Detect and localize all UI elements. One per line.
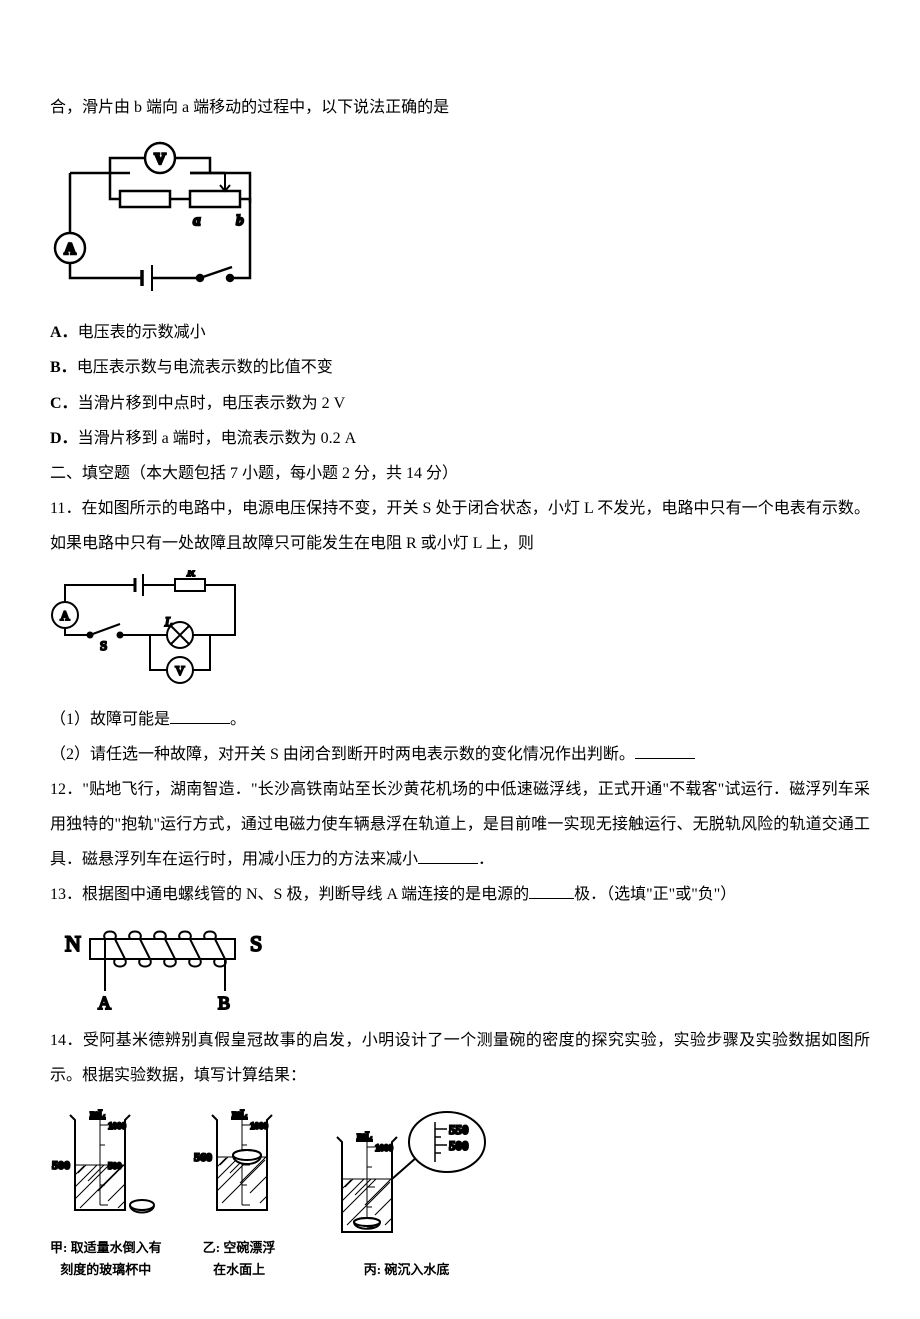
fill-blank: [170, 708, 230, 724]
svg-text:1000: 1000: [250, 1121, 269, 1131]
q10-option-c: C．当滑片移到中点时，电压表示数为 2 V: [50, 386, 870, 421]
q10-opt-a-text: 电压表的示数减小: [78, 324, 206, 341]
svg-text:S: S: [250, 931, 262, 956]
svg-text:a: a: [193, 213, 201, 229]
svg-text:b: b: [236, 213, 244, 229]
q10-stem: 合，滑片由 b 端向 a 端移动的过程中，以下说法正确的是: [50, 90, 870, 125]
beaker-bing: mL 1000 550 500 丙: 碗沉入水底: [317, 1107, 497, 1279]
q10-opt-c-text: 当滑片移到中点时，电压表示数为 2 V: [78, 395, 346, 412]
q10-opt-b-text: 电压表示数与电流表示数的比值不变: [77, 359, 333, 376]
beaker-yi-cap2: 在水面上: [192, 1261, 287, 1279]
fill-blank: [529, 883, 574, 899]
q11-sub1-pre: （1）故障可能是: [50, 711, 170, 728]
beaker-yi-cap1: 乙: 空碗漂浮: [192, 1239, 287, 1257]
beaker-bing-cap: 丙: 碗沉入水底: [317, 1261, 497, 1279]
q10-option-a: A．电压表的示数减小: [50, 315, 870, 350]
q10-option-b: B．电压表示数与电流表示数的比值不变: [50, 350, 870, 385]
q14-beaker-row: mL 1000 500 500 甲: 取适量水倒入有 刻度的玻璃杯中: [50, 1105, 870, 1279]
svg-text:S: S: [100, 638, 107, 653]
svg-text:500: 500: [449, 1138, 469, 1153]
svg-text:V: V: [175, 663, 185, 678]
q14-text: 14．受阿基米德辨别真假皇冠故事的启发，小明设计了一个测量碗的密度的探究实验，实…: [50, 1023, 870, 1093]
q13-text: 13．根据图中通电螺线管的 N、S 极，判断导线 A 端连接的是电源的 极．（选填…: [50, 877, 870, 912]
q11-sub1: （1）故障可能是 。: [50, 702, 870, 737]
q13-text-a: 13．根据图中通电螺线管的 N、S 极，判断导线 A 端连接的是电源的: [50, 886, 529, 903]
fill-blank: [418, 848, 478, 864]
svg-text:550: 550: [449, 1122, 469, 1137]
svg-text:1000: 1000: [108, 1121, 127, 1131]
q13-text-b: 极．（选填"正"或"负"）: [574, 886, 736, 903]
q11-circuit-figure: R A S L V: [50, 570, 870, 690]
beaker-yi: mL 1000 560 乙: 空碗漂浮 在水面上: [192, 1105, 287, 1279]
svg-text:mL: mL: [357, 1131, 372, 1142]
q10-opt-d-text: 当滑片移到 a 端时，电流表示数为 0.2 A: [78, 430, 357, 447]
q11-stem: 11．在如图所示的电路中，电源电压保持不变，开关 S 处于闭合状态，小灯 L 不…: [50, 491, 870, 561]
svg-text:560: 560: [194, 1150, 212, 1164]
q10-circuit-figure: V a b A: [50, 133, 870, 303]
beaker-jia-cap1: 甲: 取适量水倒入有: [50, 1239, 162, 1257]
svg-text:1000: 1000: [375, 1143, 394, 1153]
svg-text:A: A: [98, 993, 111, 1011]
svg-text:A: A: [64, 241, 76, 258]
q12-text-b: ．: [478, 851, 494, 868]
beaker-jia-cap2: 刻度的玻璃杯中: [50, 1261, 162, 1279]
svg-text:N: N: [65, 931, 81, 956]
beaker-jia: mL 1000 500 500 甲: 取适量水倒入有 刻度的玻璃杯中: [50, 1105, 162, 1279]
q11-sub1-post: 。: [230, 711, 246, 728]
svg-text:L: L: [164, 614, 172, 629]
svg-text:500: 500: [108, 1161, 122, 1171]
fill-blank: [635, 743, 695, 759]
q11-sub2: （2）请任选一种故障，对开关 S 由闭合到断开时两电表示数的变化情况作出判断。: [50, 737, 870, 772]
svg-text:500: 500: [52, 1158, 70, 1172]
q12-text: 12．"贴地飞行，湖南智造．"长沙高铁南站至长沙黄花机场的中低速磁浮线，正式开通…: [50, 772, 870, 878]
svg-text:A: A: [60, 608, 70, 623]
q11-sub2-pre: （2）请任选一种故障，对开关 S 由闭合到断开时两电表示数的变化情况作出判断。: [50, 746, 635, 763]
section2-heading: 二、填空题（本大题包括 7 小题，每小题 2 分，共 14 分）: [50, 456, 870, 491]
svg-text:B: B: [218, 993, 230, 1011]
q13-solenoid-figure: N S A B: [50, 921, 870, 1011]
svg-text:mL: mL: [232, 1109, 247, 1120]
q10-option-d: D．当滑片移到 a 端时，电流表示数为 0.2 A: [50, 421, 870, 456]
svg-text:V: V: [154, 151, 166, 168]
svg-text:R: R: [186, 570, 195, 579]
svg-text:mL: mL: [90, 1109, 105, 1120]
